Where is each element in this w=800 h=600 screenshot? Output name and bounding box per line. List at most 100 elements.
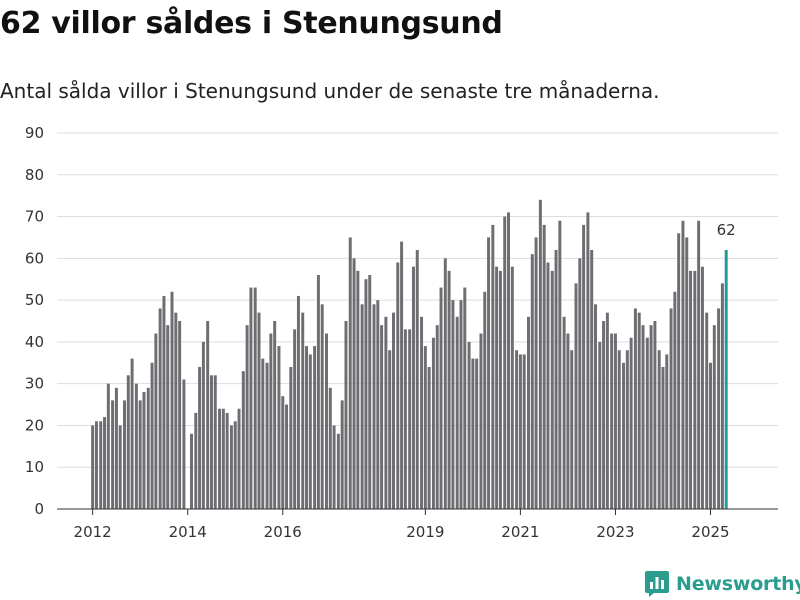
- y-tick-label: 30: [25, 375, 44, 393]
- bar: [281, 396, 285, 509]
- bar: [296, 295, 300, 509]
- bar: [265, 362, 269, 509]
- bar: [720, 283, 724, 509]
- bar: [134, 383, 138, 509]
- bar: [673, 291, 677, 509]
- bar: [661, 366, 665, 509]
- bar: [313, 346, 317, 509]
- newsworthy-logo-icon: [645, 571, 669, 597]
- y-tick-label: 20: [25, 416, 44, 434]
- bar: [693, 270, 697, 509]
- bar: [396, 262, 400, 509]
- bar: [150, 362, 154, 509]
- bar: [594, 304, 597, 509]
- bar: [689, 270, 693, 509]
- bar: [637, 312, 641, 509]
- bar: [447, 270, 451, 509]
- bar: [550, 270, 554, 509]
- bar: [613, 333, 617, 509]
- bar: [479, 333, 483, 509]
- bar: [554, 249, 558, 510]
- bar: [253, 287, 257, 509]
- bar: [542, 224, 546, 509]
- bar: [118, 425, 122, 509]
- bar: [388, 350, 392, 509]
- bar: [483, 291, 487, 509]
- bar: [408, 329, 412, 509]
- bar: [677, 233, 681, 509]
- bar: [455, 316, 459, 509]
- bar: [305, 346, 309, 509]
- newsworthy-logo: Newsworthy: [645, 569, 800, 599]
- x-tick-label: 2012: [74, 523, 112, 541]
- bar: [162, 295, 166, 509]
- bar: [245, 325, 249, 509]
- bar: [218, 408, 222, 509]
- bar: [194, 412, 198, 509]
- bar: [91, 425, 95, 509]
- bar: [237, 408, 241, 509]
- y-tick-label: 70: [25, 208, 44, 226]
- bar: [598, 341, 602, 509]
- bar: [439, 287, 443, 509]
- bar: [622, 362, 626, 509]
- bar: [170, 291, 174, 509]
- bar: [700, 266, 704, 509]
- chart-title: 62 villor såldes i Stenungsund: [0, 6, 503, 41]
- bar: [641, 325, 645, 509]
- bar: [705, 312, 709, 509]
- bar: [515, 350, 519, 509]
- bar: [558, 220, 562, 510]
- bar: [507, 212, 510, 509]
- bar: [431, 337, 435, 509]
- bar: [130, 358, 134, 509]
- bar: [427, 366, 431, 509]
- bar: [510, 266, 514, 509]
- bar: [451, 300, 455, 509]
- bar: [348, 237, 352, 509]
- bar: [467, 341, 471, 509]
- bar: [475, 358, 479, 509]
- bar: [463, 287, 467, 509]
- x-tick-label: 2023: [596, 523, 634, 541]
- bar: [697, 220, 701, 510]
- bar: [225, 412, 229, 509]
- bar: [106, 383, 110, 509]
- bar: [174, 312, 178, 509]
- bar: [681, 220, 685, 510]
- bar: [293, 329, 297, 509]
- bar: [229, 425, 233, 509]
- bar: [629, 337, 633, 509]
- x-tick-label: 2025: [691, 523, 729, 541]
- x-tick-label: 2021: [501, 523, 539, 541]
- bar: [685, 237, 689, 509]
- latest-value-label: 62: [717, 221, 736, 239]
- bar: [530, 254, 534, 509]
- bar: [403, 329, 407, 509]
- bar: [669, 308, 673, 509]
- bar: [344, 321, 348, 509]
- bar: [332, 425, 336, 509]
- bar: [578, 258, 582, 509]
- bar: [201, 341, 205, 509]
- annotations: 62: [717, 221, 736, 239]
- bar: [301, 312, 305, 509]
- bar: [289, 366, 293, 509]
- bar: [356, 270, 360, 509]
- bar: [376, 300, 380, 509]
- bar: [190, 433, 193, 509]
- bar: [645, 337, 649, 509]
- bar: [384, 316, 388, 509]
- bar: [213, 375, 217, 509]
- bar: [142, 392, 146, 509]
- bar: [649, 325, 653, 509]
- bar: [368, 275, 372, 509]
- bar: [360, 304, 364, 509]
- bar: [285, 404, 289, 509]
- bar: [158, 308, 162, 509]
- bar: [590, 249, 594, 510]
- bar: [487, 237, 491, 509]
- bar: [103, 417, 107, 509]
- bar: [273, 321, 277, 509]
